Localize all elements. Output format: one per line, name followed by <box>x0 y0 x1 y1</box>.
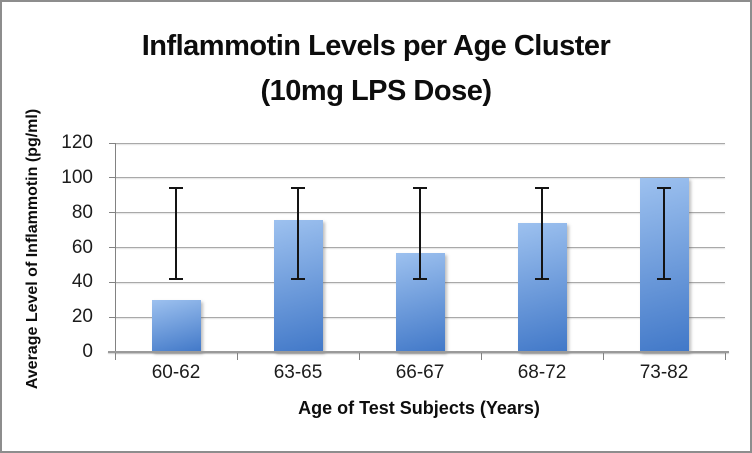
error-bar-line <box>175 188 177 279</box>
bar <box>151 299 201 352</box>
error-bar-line <box>297 188 299 279</box>
error-bar-line <box>541 188 543 279</box>
error-bar-cap-top <box>169 187 183 190</box>
error-bar-cap-top <box>413 187 427 190</box>
y-tick-label: 20 <box>71 306 93 328</box>
chart-title-line2: (10mg LPS Dose) <box>260 75 493 107</box>
y-tick-label: 40 <box>71 271 93 293</box>
error-bar-cap-top <box>535 187 549 190</box>
x-axis-tick <box>236 353 238 360</box>
y-axis-tick <box>109 212 116 214</box>
error-bar-cap-bottom <box>657 277 671 280</box>
x-axis-tick <box>724 353 726 360</box>
y-axis-line <box>115 143 116 360</box>
x-axis-tick <box>358 353 360 360</box>
error-bar-cap-bottom <box>169 277 183 280</box>
x-axis-title: Age of Test Subjects (Years) <box>298 398 540 418</box>
error-bar-line <box>663 188 665 279</box>
chart-title: Inflammotin Levels per Age Cluster (10mg… <box>2 24 750 114</box>
error-bar-cap-bottom <box>291 277 305 280</box>
chart-title-line1: Inflammotin Levels per Age Cluster <box>141 30 611 62</box>
y-tick-label: 60 <box>71 236 93 258</box>
error-bar-cap-bottom <box>535 277 549 280</box>
y-axis-tick <box>109 247 116 248</box>
y-axis-tick <box>109 142 116 144</box>
x-axis-line <box>108 351 729 353</box>
x-tick-label: 60-62 <box>151 362 201 383</box>
x-axis-tick <box>602 353 604 360</box>
x-tick-label: 63-65 <box>273 362 323 383</box>
gridline <box>115 177 725 179</box>
y-axis-tick <box>109 281 116 283</box>
y-axis-tick <box>109 177 116 179</box>
x-axis-tick <box>114 353 116 360</box>
x-tick-label: 66-67 <box>395 362 445 383</box>
y-tick-label: 120 <box>61 132 93 153</box>
y-tick-label: 100 <box>61 166 93 188</box>
y-tick-label: 0 <box>82 341 93 362</box>
y-axis-tick <box>109 316 116 318</box>
x-tick-label: 68-72 <box>517 362 567 383</box>
error-bar-line <box>419 188 421 279</box>
gridline <box>115 142 725 144</box>
error-bar-cap-bottom <box>413 277 427 280</box>
x-axis-tick <box>480 353 482 360</box>
error-bar-cap-top <box>657 187 671 190</box>
x-tick-label: 73-82 <box>639 362 689 383</box>
error-bar-cap-top <box>291 187 305 190</box>
y-tick-label: 80 <box>71 201 93 223</box>
